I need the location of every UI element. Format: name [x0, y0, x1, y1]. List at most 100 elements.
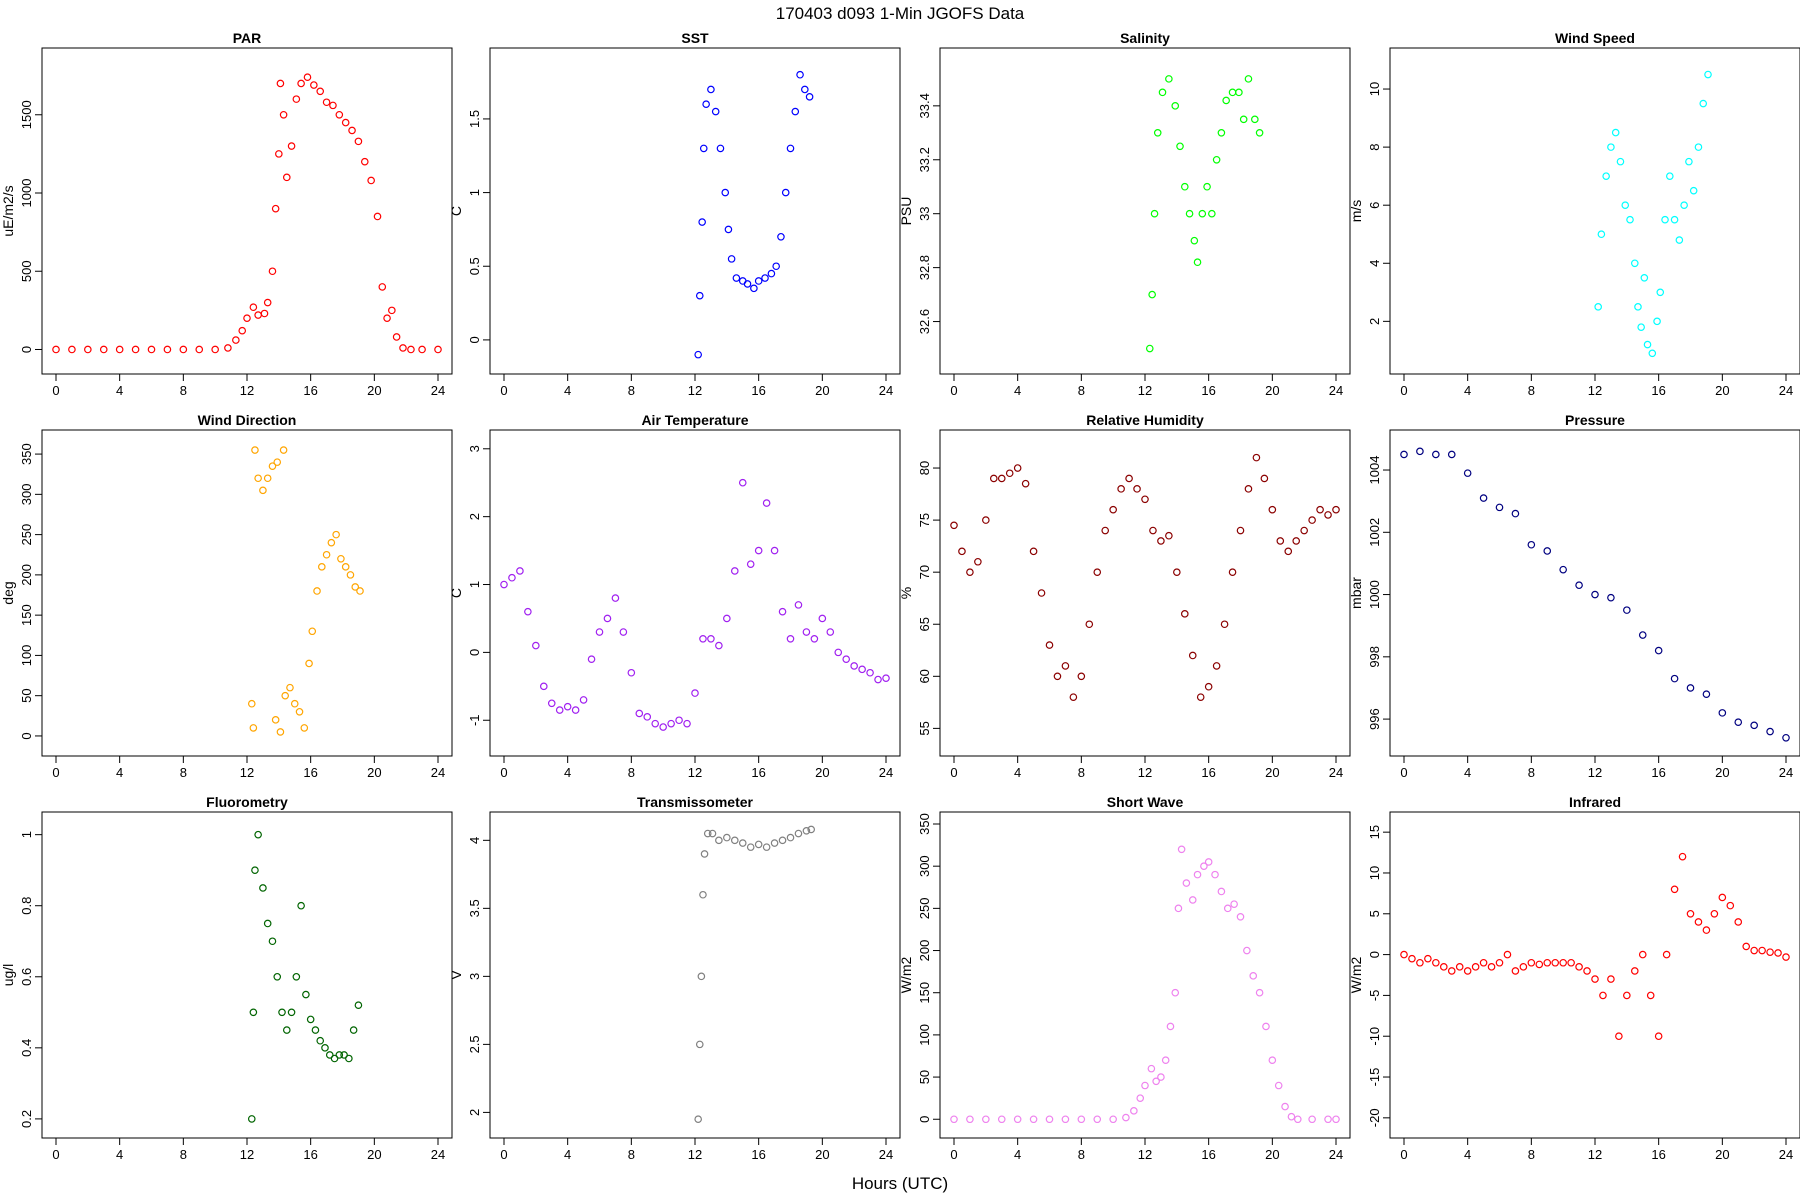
data-point [826, 628, 835, 636]
data-point [1726, 901, 1735, 910]
x-tick-label: 0 [1400, 383, 1407, 398]
data-point [1670, 885, 1679, 894]
panel-title: Infrared [1569, 794, 1621, 810]
data-point [282, 173, 291, 182]
y-tick-label: 1000 [19, 179, 34, 208]
data-point [1519, 963, 1528, 971]
y-tick-label: 6 [1367, 202, 1382, 209]
data-point [762, 843, 771, 851]
data-point [539, 682, 548, 691]
data-point [1005, 469, 1014, 478]
data-point [1316, 505, 1324, 514]
data-point [1479, 494, 1488, 502]
data-point [1479, 958, 1488, 967]
data-point [1193, 258, 1202, 267]
data-point [882, 674, 890, 682]
panel-title: Pressure [1565, 412, 1625, 428]
data-point [1689, 186, 1698, 195]
x-tick-label: 12 [1138, 1147, 1152, 1162]
data-point [1623, 606, 1631, 614]
data-point [723, 833, 731, 842]
data-point [271, 204, 280, 213]
y-tick-label: 32.8 [917, 255, 932, 280]
y-tick-label: 15 [1367, 825, 1382, 839]
data-point [1251, 115, 1259, 124]
data-point [263, 474, 272, 483]
x-tick-label: 8 [180, 765, 187, 780]
data-point [1670, 674, 1679, 683]
data-point [791, 107, 800, 116]
data-point [1678, 852, 1687, 861]
x-tick-label: 24 [1329, 765, 1343, 780]
data-point [1694, 918, 1703, 926]
data-point [232, 336, 240, 344]
y-tick-label: 0.6 [19, 968, 34, 986]
data-point [1029, 547, 1038, 556]
y-tick-label: 0.8 [19, 897, 34, 915]
data-point [1666, 172, 1674, 180]
data-point [1274, 1081, 1283, 1090]
y-axis-label: ug/l [0, 964, 16, 987]
x-tick-label: 0 [1400, 1147, 1407, 1162]
data-point [1686, 909, 1695, 918]
plot-frame [41, 429, 453, 757]
data-point [238, 326, 247, 335]
data-point [1332, 505, 1340, 514]
data-point [1141, 495, 1149, 504]
data-point [282, 1026, 291, 1034]
y-tick-label: 200 [917, 940, 932, 962]
data-point [781, 188, 790, 197]
data-point [249, 1008, 258, 1017]
y-tick-label: -5 [1367, 990, 1382, 1002]
data-point [1228, 88, 1237, 97]
x-tick-label: 8 [628, 765, 635, 780]
x-tick-label: 8 [628, 1147, 635, 1162]
data-point [251, 866, 259, 874]
y-axis-label: W/m2 [1348, 957, 1364, 994]
data-point [1623, 991, 1631, 1000]
data-point [1742, 942, 1751, 951]
data-point [974, 557, 982, 566]
y-tick-label: 70 [917, 565, 932, 579]
data-point [1675, 236, 1684, 244]
data-point [730, 836, 739, 845]
y-tick-label: 75 [917, 513, 932, 527]
data-point [1109, 505, 1117, 514]
data-point [694, 350, 702, 359]
plot-frame [1389, 47, 1800, 375]
data-point [1439, 963, 1448, 971]
data-point [1125, 474, 1133, 483]
data-point [1594, 303, 1602, 311]
data-point [1680, 201, 1688, 209]
data-point [1750, 946, 1758, 955]
y-tick-label: 2 [1367, 318, 1382, 325]
data-point [767, 269, 776, 278]
data-point [1182, 879, 1191, 887]
x-tick-label: 20 [1265, 765, 1279, 780]
x-tick-label: 8 [180, 383, 187, 398]
plot-frame [939, 47, 1351, 375]
data-point [982, 516, 990, 524]
data-point [683, 719, 691, 728]
data-point [1535, 960, 1544, 969]
data-point [341, 563, 350, 571]
y-tick-label: 0.5 [467, 257, 482, 275]
data-point [1634, 303, 1642, 311]
data-point [211, 345, 219, 354]
data-point [1281, 1102, 1289, 1111]
data-point [311, 1026, 320, 1034]
data-point [1190, 236, 1199, 245]
data-point [1621, 201, 1630, 209]
y-tick-label: 1500 [19, 100, 34, 129]
data-point [254, 474, 262, 483]
data-point [346, 571, 355, 579]
y-tick-label: 50 [917, 1070, 932, 1084]
data-point [52, 345, 60, 354]
data-point [715, 641, 723, 650]
data-point [351, 583, 360, 591]
data-point [348, 126, 356, 135]
data-point [322, 550, 331, 559]
data-point [1212, 155, 1221, 164]
data-point [1324, 511, 1332, 519]
